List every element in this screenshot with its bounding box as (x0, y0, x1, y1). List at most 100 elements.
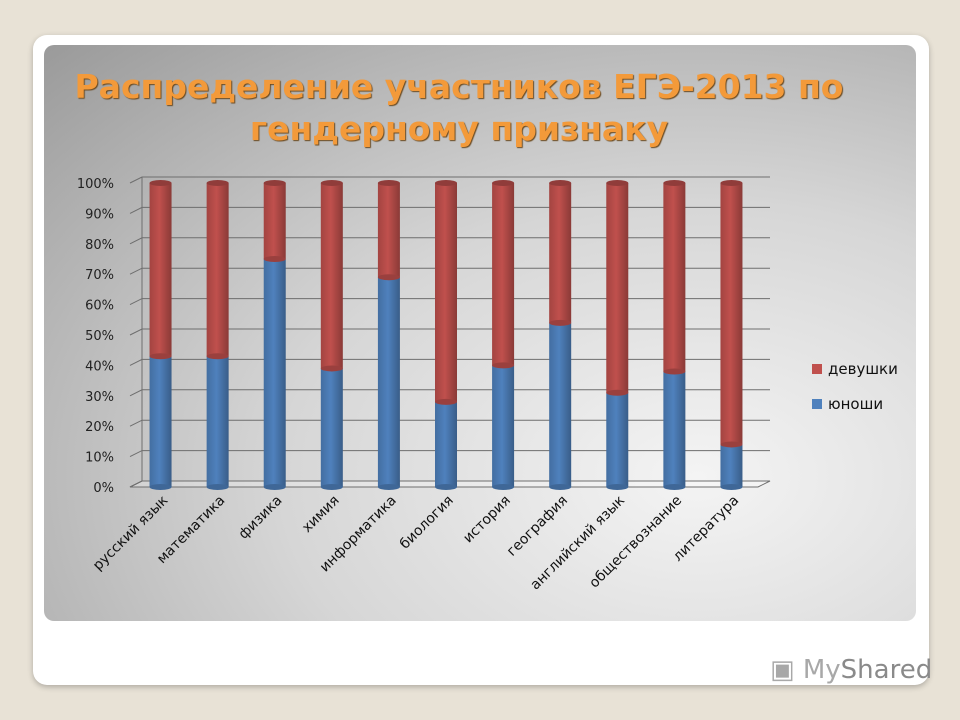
bar-segment-devushki (720, 183, 743, 448)
gridline (129, 176, 770, 184)
bar-bottom-cap (149, 484, 172, 490)
y-tick-label: 50% (85, 329, 114, 344)
bar-top-cap (492, 180, 515, 186)
bar-body (263, 259, 286, 487)
bar-body (435, 401, 457, 487)
bar-body (206, 183, 229, 357)
bar-segment-devushki (663, 183, 686, 375)
bar-segment-devushki (149, 183, 172, 360)
bar-bottom-cap (435, 398, 457, 405)
bar-segment-yunoshi (263, 259, 286, 490)
bar-segment-devushki (263, 183, 286, 262)
bar-body (320, 368, 343, 487)
bar-bottom-cap (263, 256, 286, 262)
x-category-label: история (460, 493, 514, 547)
bar-body (377, 277, 400, 487)
bar-bottom-cap (606, 389, 629, 396)
logo-icon: ▣ (770, 655, 795, 685)
bar-bottom-cap (149, 353, 172, 360)
x-category-label: физика (236, 493, 286, 543)
bar-top-cap (206, 180, 229, 186)
x-category-label: биология (397, 493, 457, 553)
bar-bottom-cap (492, 484, 515, 490)
bar-body (606, 392, 629, 487)
bar-bottom-cap (549, 319, 572, 326)
bar-top-cap (435, 180, 457, 186)
bar-segment-yunoshi (377, 277, 400, 490)
bar-body (549, 322, 572, 487)
y-tick-label: 80% (85, 238, 114, 253)
bar-body (720, 183, 743, 445)
bar-body (663, 371, 686, 487)
bar-segment-devushki (606, 183, 629, 396)
bar-bottom-cap (206, 353, 229, 360)
legend-swatch (812, 399, 822, 409)
bar-segment-yunoshi (149, 356, 172, 490)
bar-body (492, 365, 515, 487)
bar-bottom-cap (320, 484, 343, 490)
y-tick-label: 100% (77, 177, 114, 192)
bar-top-cap (663, 180, 686, 186)
logo-text-my: My (802, 655, 841, 685)
bar-segment-yunoshi (435, 401, 457, 490)
bar-top-cap (320, 180, 343, 186)
bar-segment-yunoshi (549, 322, 572, 490)
legend-label: юноши (828, 395, 883, 413)
bar-top-cap (149, 180, 172, 186)
bar-body (720, 444, 743, 487)
logo-text-shared: Shared (840, 655, 933, 685)
chart-title: Распределение участников ЕГЭ-2013 по ген… (74, 67, 844, 148)
bar-bottom-cap (606, 484, 629, 490)
bar-body (149, 356, 172, 487)
bar-body (663, 183, 686, 372)
bar-bottom-cap (435, 484, 457, 490)
chart-panel (44, 45, 916, 621)
y-tick-label: 40% (85, 359, 114, 374)
bar-top-cap (263, 180, 286, 186)
y-tick-label: 10% (85, 451, 114, 466)
bar-body (549, 183, 572, 323)
bar-bottom-cap (320, 365, 343, 372)
bar-body (377, 183, 400, 278)
legend-swatch (812, 364, 822, 374)
bar-bottom-cap (377, 484, 400, 490)
bar-segment-yunoshi (606, 392, 629, 490)
x-category-label: химия (299, 493, 342, 536)
bar-segment-devushki (435, 183, 457, 405)
x-category-label: английский язык (527, 493, 628, 594)
bar-bottom-cap (720, 441, 743, 448)
bar-bottom-cap (492, 362, 515, 369)
y-tick-label: 30% (85, 390, 114, 405)
bar-segment-devushki (492, 183, 515, 369)
bar-bottom-cap (377, 274, 400, 281)
bar-bottom-cap (663, 484, 686, 490)
bar-body (435, 183, 457, 402)
bar-bottom-cap (549, 484, 572, 490)
y-tick-label: 70% (85, 268, 114, 283)
bar-segment-yunoshi (206, 356, 229, 490)
bar-segment-devushki (206, 183, 229, 360)
bar-segment-devushki (377, 183, 400, 281)
bar-body (149, 183, 172, 357)
myshared-logo: ▣ MyShared (770, 655, 932, 685)
bar-body (492, 183, 515, 366)
legend-label: девушки (828, 360, 898, 378)
y-tick-label: 90% (85, 207, 114, 222)
y-tick-label: 0% (93, 481, 114, 496)
y-tick-label: 20% (85, 420, 114, 435)
bar-bottom-cap (206, 484, 229, 490)
bar-top-cap (549, 180, 572, 186)
bar-body (606, 183, 629, 393)
y-tick-label: 60% (85, 299, 114, 314)
bar-body (263, 183, 286, 259)
bar-body (206, 356, 229, 487)
bar-segment-devushki (320, 183, 343, 372)
bar-segment-yunoshi (663, 371, 686, 490)
bar-bottom-cap (663, 368, 686, 375)
bar-segment-yunoshi (320, 368, 343, 490)
bar-top-cap (377, 180, 400, 186)
bar-segment-devushki (549, 183, 572, 326)
bar-bottom-cap (263, 484, 286, 490)
bar-segment-yunoshi (492, 365, 515, 490)
